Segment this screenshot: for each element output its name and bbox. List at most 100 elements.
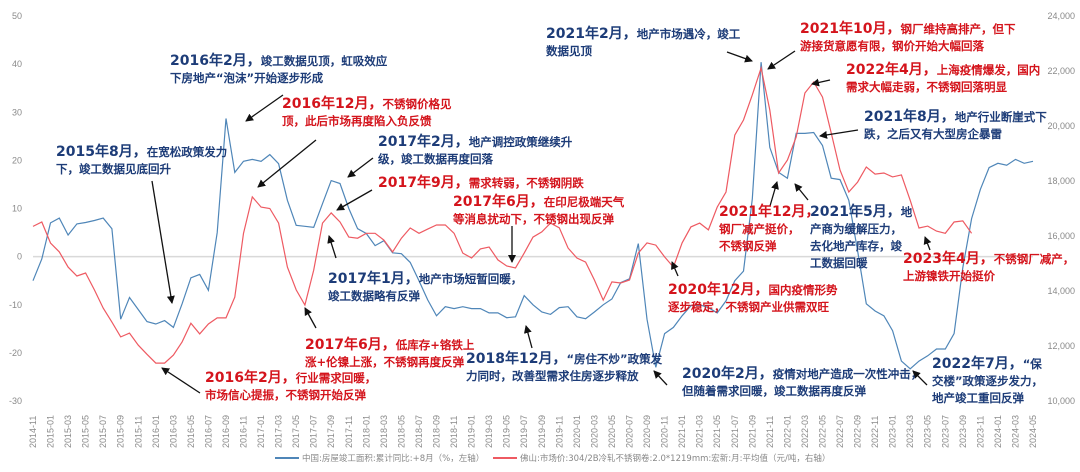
annotation-text: 下，竣工数据见底回升 [56, 162, 171, 176]
x-tick-label: 2019-01 [467, 415, 477, 448]
annotation-date: 2020年12月， [668, 282, 769, 298]
right-tick-label: 18,000 [1047, 176, 1075, 186]
x-tick-label: 2016-11 [239, 416, 249, 448]
x-tick-label: 2015-11 [133, 416, 143, 448]
x-tick-label: 2020-01 [572, 415, 582, 448]
annotation-text: 需求转弱，不锈钢阴跌 [468, 176, 584, 190]
annotation-text: 行业需求回暖， [295, 371, 377, 385]
x-tick-label: 2015-09 [116, 415, 126, 448]
annotation-line: 2022年7月，“保 [932, 356, 1043, 373]
annotation-arrow [811, 78, 831, 87]
left-tick-label: 30 [12, 107, 22, 117]
annotation-line: 去化地产库存，竣 [810, 238, 912, 255]
annotation-line: 2020年12月，国内疫情形势 [668, 282, 837, 299]
annotation-text: 竣工数据略有反弹 [328, 289, 420, 303]
annotation-line: 产商为缓解压力， [810, 221, 912, 238]
annotation-line: 2017年9月，需求转弱，不锈钢阴跌 [378, 175, 584, 192]
annotation: 2022年4月，上海疫情爆发，国内 需求大幅走弱，不锈钢回落明显 [846, 62, 1040, 96]
annotation: 2017年6月，在印尼极端天气 等消息扰动下，不锈钢出现反弹 [453, 194, 624, 228]
x-tick-label: 2022-01 [782, 415, 792, 448]
annotation-line: 2022年4月，上海疫情爆发，国内 [846, 62, 1040, 79]
annotation-text: 逐步稳定，不锈钢产业供需双旺 [668, 300, 829, 314]
legend-swatch-blue [275, 457, 299, 459]
annotation-arrow [769, 181, 779, 207]
right-tick-label: 24,000 [1047, 11, 1075, 21]
annotation-arrow [653, 370, 668, 386]
annotation: 2016年12月，不锈钢价格见 顶，此后市场再度陷入负反馈 [282, 96, 451, 130]
annotation-text: 不锈钢价格见 [382, 97, 452, 111]
x-tick-label: 2016-09 [221, 415, 231, 448]
annotation-line: 顶，此后市场再度陷入负反馈 [282, 113, 451, 130]
x-tick-label: 2020-07 [624, 415, 634, 448]
annotation-arrow [347, 157, 374, 178]
annotation-arrow [151, 180, 175, 304]
annotation-line: 跌，之后又有大型房企暴雷 [864, 126, 1047, 143]
annotation-arrow [923, 236, 932, 251]
annotation: 2023年4月，不锈钢厂减产， 上游镍铁开始挺价 [903, 251, 1074, 285]
x-tick-label: 2017-07 [309, 415, 319, 448]
annotation-text: 顶，此后市场再度陷入负反馈 [282, 114, 432, 128]
annotation-text: 不锈钢厂减产， [993, 252, 1075, 266]
annotation-arrow [257, 139, 317, 188]
annotation-text: 市场信心提振，不锈钢开始反弹 [205, 388, 366, 402]
x-tick-label: 2014-11 [28, 416, 38, 448]
annotation-text: 国内疫情形势 [768, 283, 838, 297]
annotation-text: “房住不炒”政策发 [566, 352, 663, 366]
annotation-arrow [336, 189, 373, 211]
annotation: 2015年8月，在宽松政策发力 下，竣工数据见底回升 [56, 144, 227, 178]
annotation-line: 逐步稳定，不锈钢产业供需双旺 [668, 299, 837, 316]
annotation-date: 2015年8月， [56, 144, 147, 160]
x-tick-label: 2022-03 [800, 415, 810, 448]
annotation: 2017年6月，低库存+铬铁上 涨+伦镍上涨，不锈钢再度反弹 [305, 337, 474, 371]
right-tick-label: 10,000 [1047, 396, 1075, 406]
right-tick-label: 20,000 [1047, 121, 1075, 131]
annotation-line: 等消息扰动下，不锈钢出现反弹 [453, 211, 624, 228]
annotation-date: 2021年5月， [810, 204, 901, 220]
annotation-text: 去化地产库存，竣 [810, 239, 902, 253]
annotation-line: 交楼”政策逐步发力， [932, 373, 1043, 390]
annotation-line: 地产竣工重回反弹 [932, 390, 1043, 407]
annotation: 2021年5月，地 产商为缓解压力， 去化地产库存，竣 工数据回暖 [810, 204, 912, 272]
series-line-completion [32, 62, 1034, 370]
annotation-line: 市场信心提振，不锈钢开始反弹 [205, 387, 376, 404]
annotation-arrow [304, 307, 317, 329]
annotation-date: 2020年2月， [682, 366, 773, 382]
annotation-text: 但随着需求回暖，竣工数据再度反弹 [682, 384, 866, 398]
annotation-text: 地产竣工重回反弹 [932, 391, 1024, 405]
annotation-date: 2016年2月， [205, 370, 296, 386]
annotation: 2020年2月，疫情对地产造成一次性冲击， 但随着需求回暖，竣工数据再度反弹 [682, 366, 922, 400]
annotation-line: 力同时，改善型需求住房逐步释放 [466, 368, 662, 385]
annotation-text: 等消息扰动下，不锈钢出现反弹 [453, 212, 614, 226]
x-tick-label: 2023-09 [958, 415, 968, 448]
x-tick-label: 2020-05 [607, 415, 617, 448]
annotation-text: 交楼”政策逐步发力， [932, 374, 1044, 388]
annotation-text: 力同时，改善型需求住房逐步释放 [466, 369, 639, 383]
x-tick-label: 2015-07 [98, 415, 108, 448]
x-tick-label: 2022-09 [853, 415, 863, 448]
annotation-text: 工数据回暖 [810, 256, 868, 270]
annotation-text: 上游镍铁开始挺价 [903, 269, 995, 283]
left-tick-label: -20 [9, 348, 22, 358]
annotation-line: 下，竣工数据见底回升 [56, 161, 227, 178]
x-tick-label: 2016-03 [168, 415, 178, 448]
x-tick-label: 2016-01 [151, 415, 161, 448]
right-tick-label: 12,000 [1047, 341, 1075, 351]
annotation-line: 2017年6月，低库存+铬铁上 [305, 337, 474, 354]
x-tick-label: 2021-01 [677, 415, 687, 448]
annotation-line: 2016年12月，不锈钢价格见 [282, 96, 451, 113]
annotation-text: 级，竣工数据再度回落 [378, 152, 493, 166]
annotation-text: 地产调控政策继续升 [468, 135, 573, 149]
right-tick-label: 22,000 [1047, 66, 1075, 76]
x-tick-label: 2019-03 [484, 415, 494, 448]
annotation-arrows [151, 50, 932, 394]
x-tick-label: 2023-01 [888, 415, 898, 448]
annotation-text: 地产市场短暂回暖， [418, 272, 523, 286]
left-tick-label: 50 [12, 11, 22, 21]
left-tick-label: 40 [12, 59, 22, 69]
annotation-arrow [327, 235, 337, 259]
annotation-date: 2022年4月， [846, 62, 937, 78]
x-tick-label: 2018-09 [432, 415, 442, 448]
x-tick-label: 2016-05 [186, 415, 196, 448]
x-tick-label: 2021-07 [730, 415, 740, 448]
